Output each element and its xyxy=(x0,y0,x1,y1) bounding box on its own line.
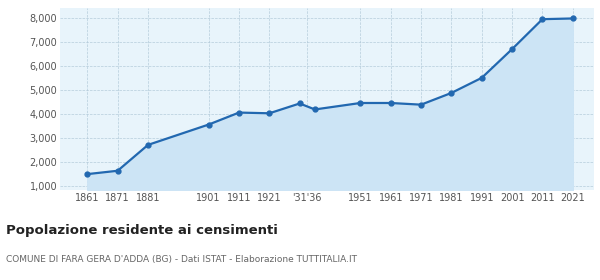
Text: COMUNE DI FARA GERA D'ADDA (BG) - Dati ISTAT - Elaborazione TUTTITALIA.IT: COMUNE DI FARA GERA D'ADDA (BG) - Dati I… xyxy=(6,255,357,264)
Text: Popolazione residente ai censimenti: Popolazione residente ai censimenti xyxy=(6,224,278,237)
